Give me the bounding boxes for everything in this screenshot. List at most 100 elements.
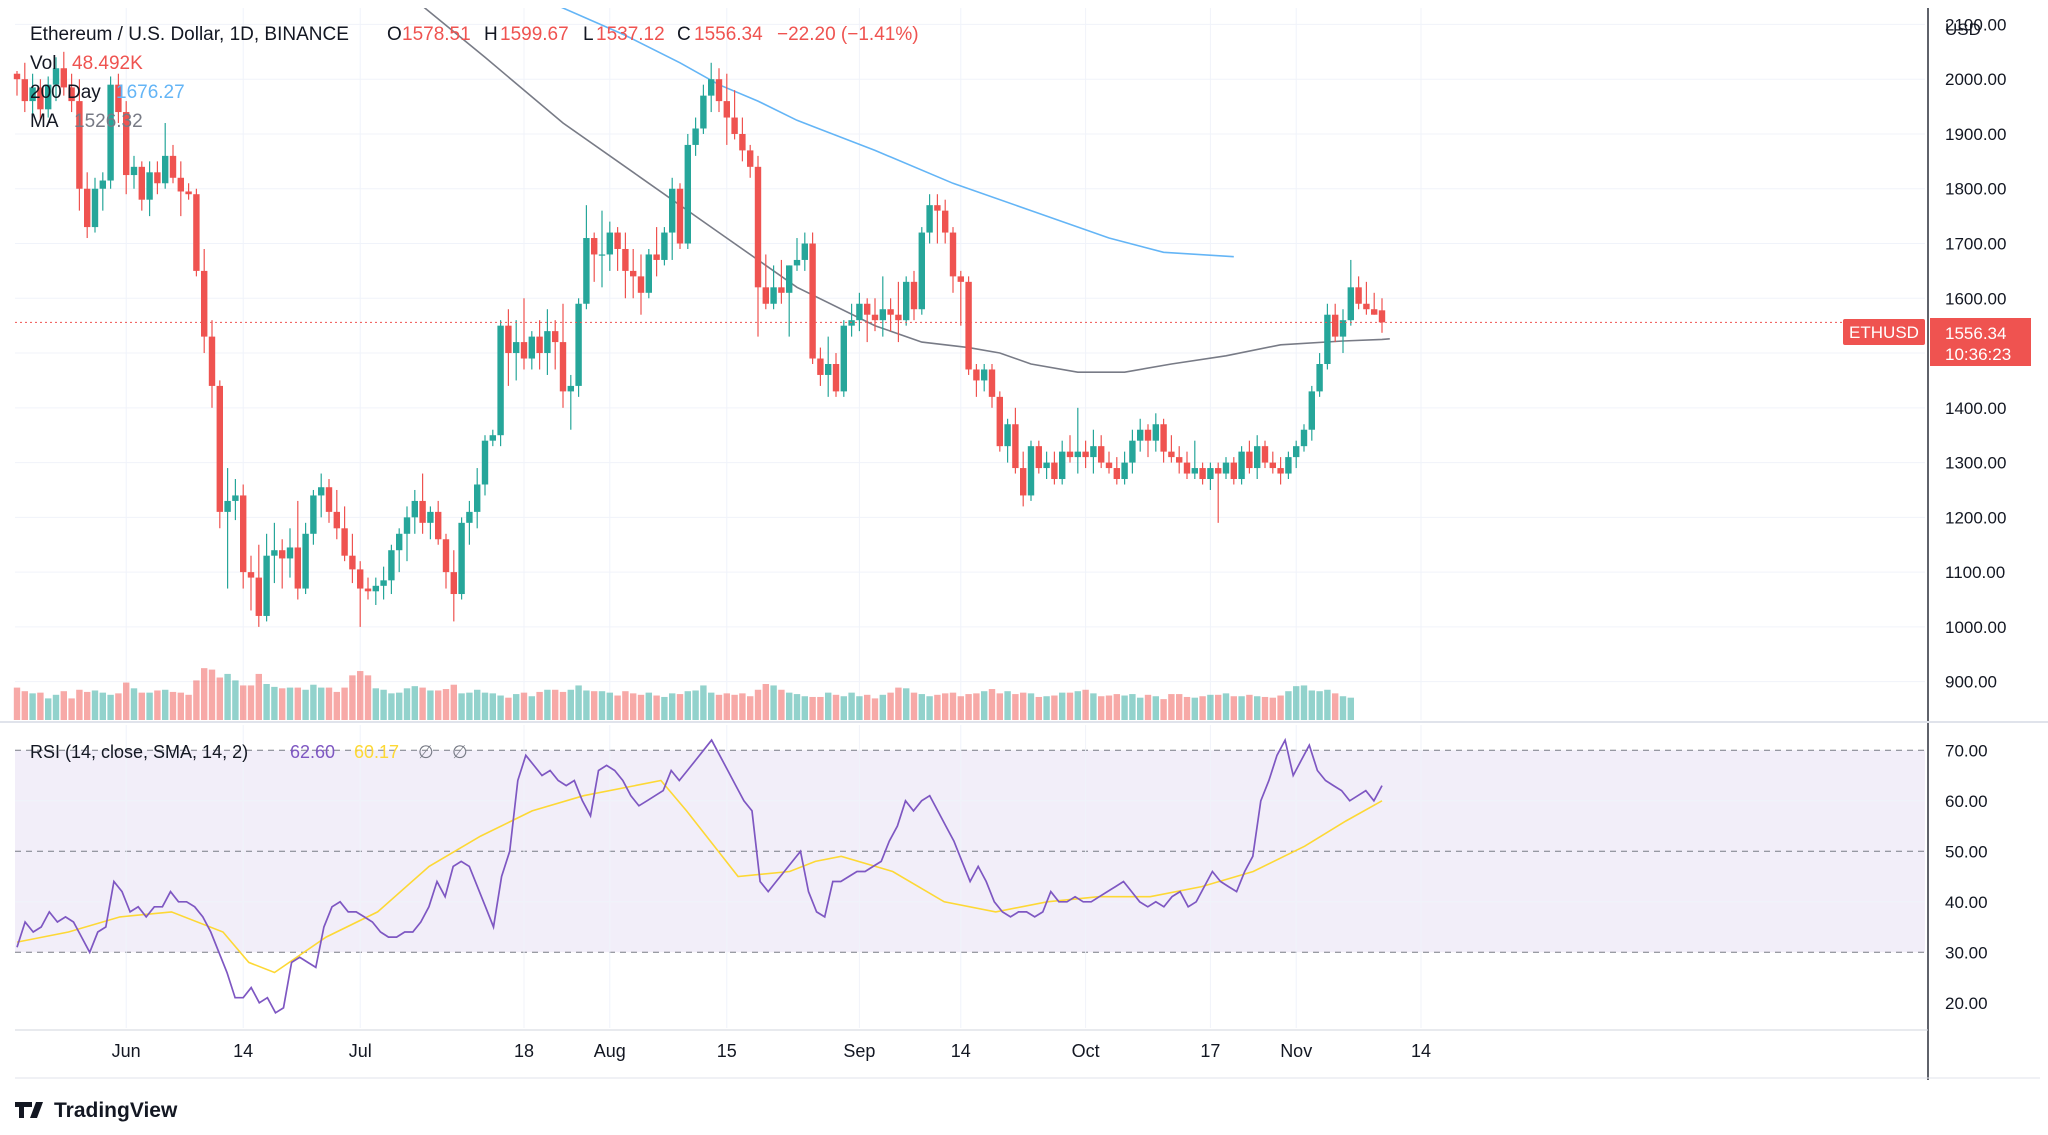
candle-body[interactable] <box>606 232 613 255</box>
candle-body[interactable] <box>567 385 574 392</box>
candle-body[interactable] <box>349 555 356 570</box>
candle-body[interactable] <box>1238 451 1245 480</box>
candle-body[interactable] <box>1293 446 1300 458</box>
candle-body[interactable] <box>793 259 801 266</box>
candle-body[interactable] <box>29 87 36 102</box>
candle-body[interactable] <box>910 281 918 310</box>
candle-body[interactable] <box>138 166 145 200</box>
candle-body[interactable] <box>76 101 83 189</box>
candle-body[interactable] <box>981 369 988 381</box>
candle-body[interactable] <box>1378 310 1386 323</box>
candle-body[interactable] <box>770 287 777 304</box>
candle-body[interactable] <box>739 133 746 151</box>
candle-body[interactable] <box>879 309 886 321</box>
candle-body[interactable] <box>201 270 208 337</box>
candle-body[interactable] <box>411 500 418 518</box>
candle-body[interactable] <box>1012 424 1019 469</box>
candle-body[interactable] <box>598 254 606 256</box>
candle-body[interactable] <box>435 511 442 540</box>
candle-body[interactable] <box>934 205 941 211</box>
candle-body[interactable] <box>1347 287 1354 321</box>
candle-body[interactable] <box>310 495 317 534</box>
candle-body[interactable] <box>731 117 738 134</box>
candle-body[interactable] <box>419 500 426 523</box>
candle-body[interactable] <box>1371 309 1378 315</box>
candle-body[interactable] <box>224 500 231 512</box>
candle-body[interactable] <box>957 276 964 282</box>
candle-body[interactable] <box>286 547 294 559</box>
candle-body[interactable] <box>185 191 192 195</box>
candle-body[interactable] <box>762 287 769 304</box>
candle-body[interactable] <box>1059 451 1066 480</box>
candle-body[interactable] <box>1168 451 1175 458</box>
candle-body[interactable] <box>661 232 668 260</box>
candle-body[interactable] <box>1308 391 1315 430</box>
candle-body[interactable] <box>302 533 309 589</box>
candle-body[interactable] <box>1113 468 1120 480</box>
candle-body[interactable] <box>700 95 707 129</box>
candle-body[interactable] <box>1082 451 1089 458</box>
candle-body[interactable] <box>294 547 301 589</box>
candle-body[interactable] <box>552 331 559 343</box>
candle-body[interactable] <box>162 155 169 184</box>
candle-body[interactable] <box>1277 468 1284 474</box>
candle-body[interactable] <box>1285 457 1292 474</box>
candle-body[interactable] <box>840 325 847 392</box>
rsi-legend-label[interactable]: RSI (14, close, SMA, 14, 2) <box>30 742 248 762</box>
candle-body[interactable] <box>1074 451 1081 458</box>
candle-body[interactable] <box>825 364 832 375</box>
candle-body[interactable] <box>1207 468 1214 480</box>
candle-body[interactable] <box>676 188 684 244</box>
candle-body[interactable] <box>575 303 582 386</box>
candle-body[interactable] <box>871 314 879 321</box>
candle-body[interactable] <box>1121 462 1128 480</box>
candle-body[interactable] <box>645 254 652 293</box>
candle-body[interactable] <box>1051 462 1058 480</box>
candle-body[interactable] <box>622 248 629 271</box>
candle-body[interactable] <box>848 320 855 326</box>
symbol-title[interactable]: Ethereum / U.S. Dollar, 1D, BINANCE <box>30 24 349 45</box>
candle-body[interactable] <box>895 314 902 321</box>
candle-body[interactable] <box>856 303 863 321</box>
candle-body[interactable] <box>1215 468 1222 474</box>
candle-body[interactable] <box>1043 462 1050 469</box>
candle-body[interactable] <box>692 128 699 145</box>
candle-body[interactable] <box>240 495 247 573</box>
candle-body[interactable] <box>1004 424 1011 447</box>
candle-body[interactable] <box>832 364 840 392</box>
candle-body[interactable] <box>864 303 871 315</box>
candle-body[interactable] <box>1261 446 1269 463</box>
candle-body[interactable] <box>544 331 551 354</box>
candle-body[interactable] <box>1137 429 1144 441</box>
candle-body[interactable] <box>1199 468 1206 480</box>
candle-body[interactable] <box>1222 462 1230 474</box>
candle-body[interactable] <box>583 238 590 304</box>
candle-body[interactable] <box>1183 462 1191 474</box>
candle-body[interactable] <box>99 180 106 189</box>
candle-body[interactable] <box>559 342 567 392</box>
candle-body[interactable] <box>169 155 177 178</box>
candle-body[interactable] <box>1090 446 1097 458</box>
candle-body[interactable] <box>801 243 808 260</box>
candle-body[interactable] <box>146 172 153 200</box>
candle-body[interactable] <box>988 369 996 397</box>
candle-body[interactable] <box>715 79 723 102</box>
candle-body[interactable] <box>520 342 528 359</box>
candle-body[interactable] <box>1027 446 1035 496</box>
candle-body[interactable] <box>68 87 75 102</box>
candle-body[interactable] <box>1355 287 1362 304</box>
candle-body[interactable] <box>91 188 99 228</box>
candle-body[interactable] <box>341 528 348 556</box>
candle-body[interactable] <box>1254 446 1261 469</box>
candle-body[interactable] <box>1152 424 1159 441</box>
tradingview-branding[interactable]: TradingView <box>15 1099 178 1122</box>
candle-body[interactable] <box>60 68 67 88</box>
candle-body[interactable] <box>154 172 161 184</box>
candle-body[interactable] <box>333 511 340 529</box>
candle-body[interactable] <box>1269 462 1276 469</box>
candle-body[interactable] <box>115 84 122 113</box>
candle-body[interactable] <box>591 238 598 255</box>
candle-body[interactable] <box>427 511 434 523</box>
candle-body[interactable] <box>325 487 333 512</box>
candle-body[interactable] <box>918 232 925 310</box>
